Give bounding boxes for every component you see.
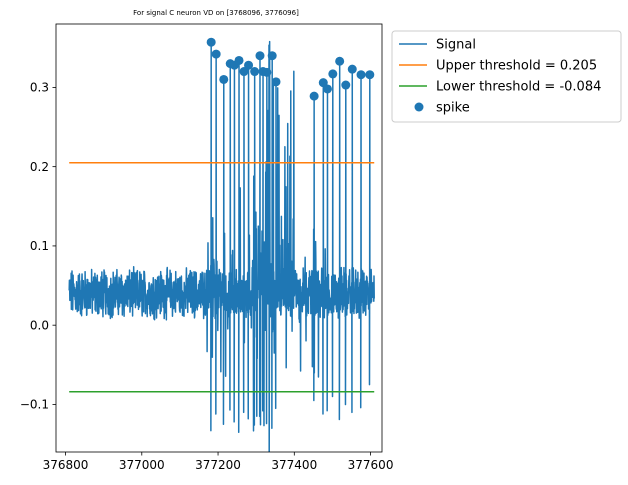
spike-point [309,91,319,101]
spike-point [347,64,357,74]
x-tick-label: 377000 [119,458,165,472]
spike-point [250,67,260,77]
axes-frame [55,23,383,453]
y-axis: −0.1 0.0 0.1 0.2 0.3 [20,81,56,412]
spike-point [271,77,281,87]
legend-label: Signal [436,38,476,53]
spike-point [356,70,366,80]
legend: Signal Upper threshold = 0.205 Lower thres… [391,30,622,123]
series-layer [68,37,375,452]
spike-point [234,55,244,65]
spike-point [211,49,221,59]
x-axis: 376800 377000 377200 377400 377600 [43,452,394,472]
spike-point [244,60,254,70]
x-tick-label: 376800 [43,458,89,472]
legend-box [391,30,622,123]
spike-point [328,69,338,79]
y-tick-label: 0.1 [30,239,49,253]
x-tick-label: 377600 [348,458,394,472]
spike-point [219,74,229,84]
y-tick-label: 0.2 [30,160,49,174]
spike-point [206,37,216,47]
plot-area [55,23,383,453]
legend-label: Upper threshold = 0.205 [436,59,597,74]
spike-point [255,51,265,61]
legend-label: Lower threshold = -0.084 [436,80,601,95]
y-tick-label: 0.3 [30,81,49,95]
spike-point [239,67,249,77]
signal-line [68,40,375,452]
spike-point [262,67,272,77]
spike-point [335,56,345,66]
legend-label: spike [436,101,470,116]
spike-point [318,78,328,88]
chart-title: For signal C neuron VD on [3768096, 3776… [133,9,299,17]
legend-marker-spike [414,102,424,112]
spike-point [267,51,277,61]
x-tick-label: 377200 [195,458,241,472]
spike-point [322,84,332,94]
y-tick-label: −0.1 [20,398,49,412]
x-tick-label: 377400 [271,458,317,472]
spike-point [365,70,375,80]
spike-point [341,80,351,90]
y-tick-label: 0.0 [30,318,49,332]
